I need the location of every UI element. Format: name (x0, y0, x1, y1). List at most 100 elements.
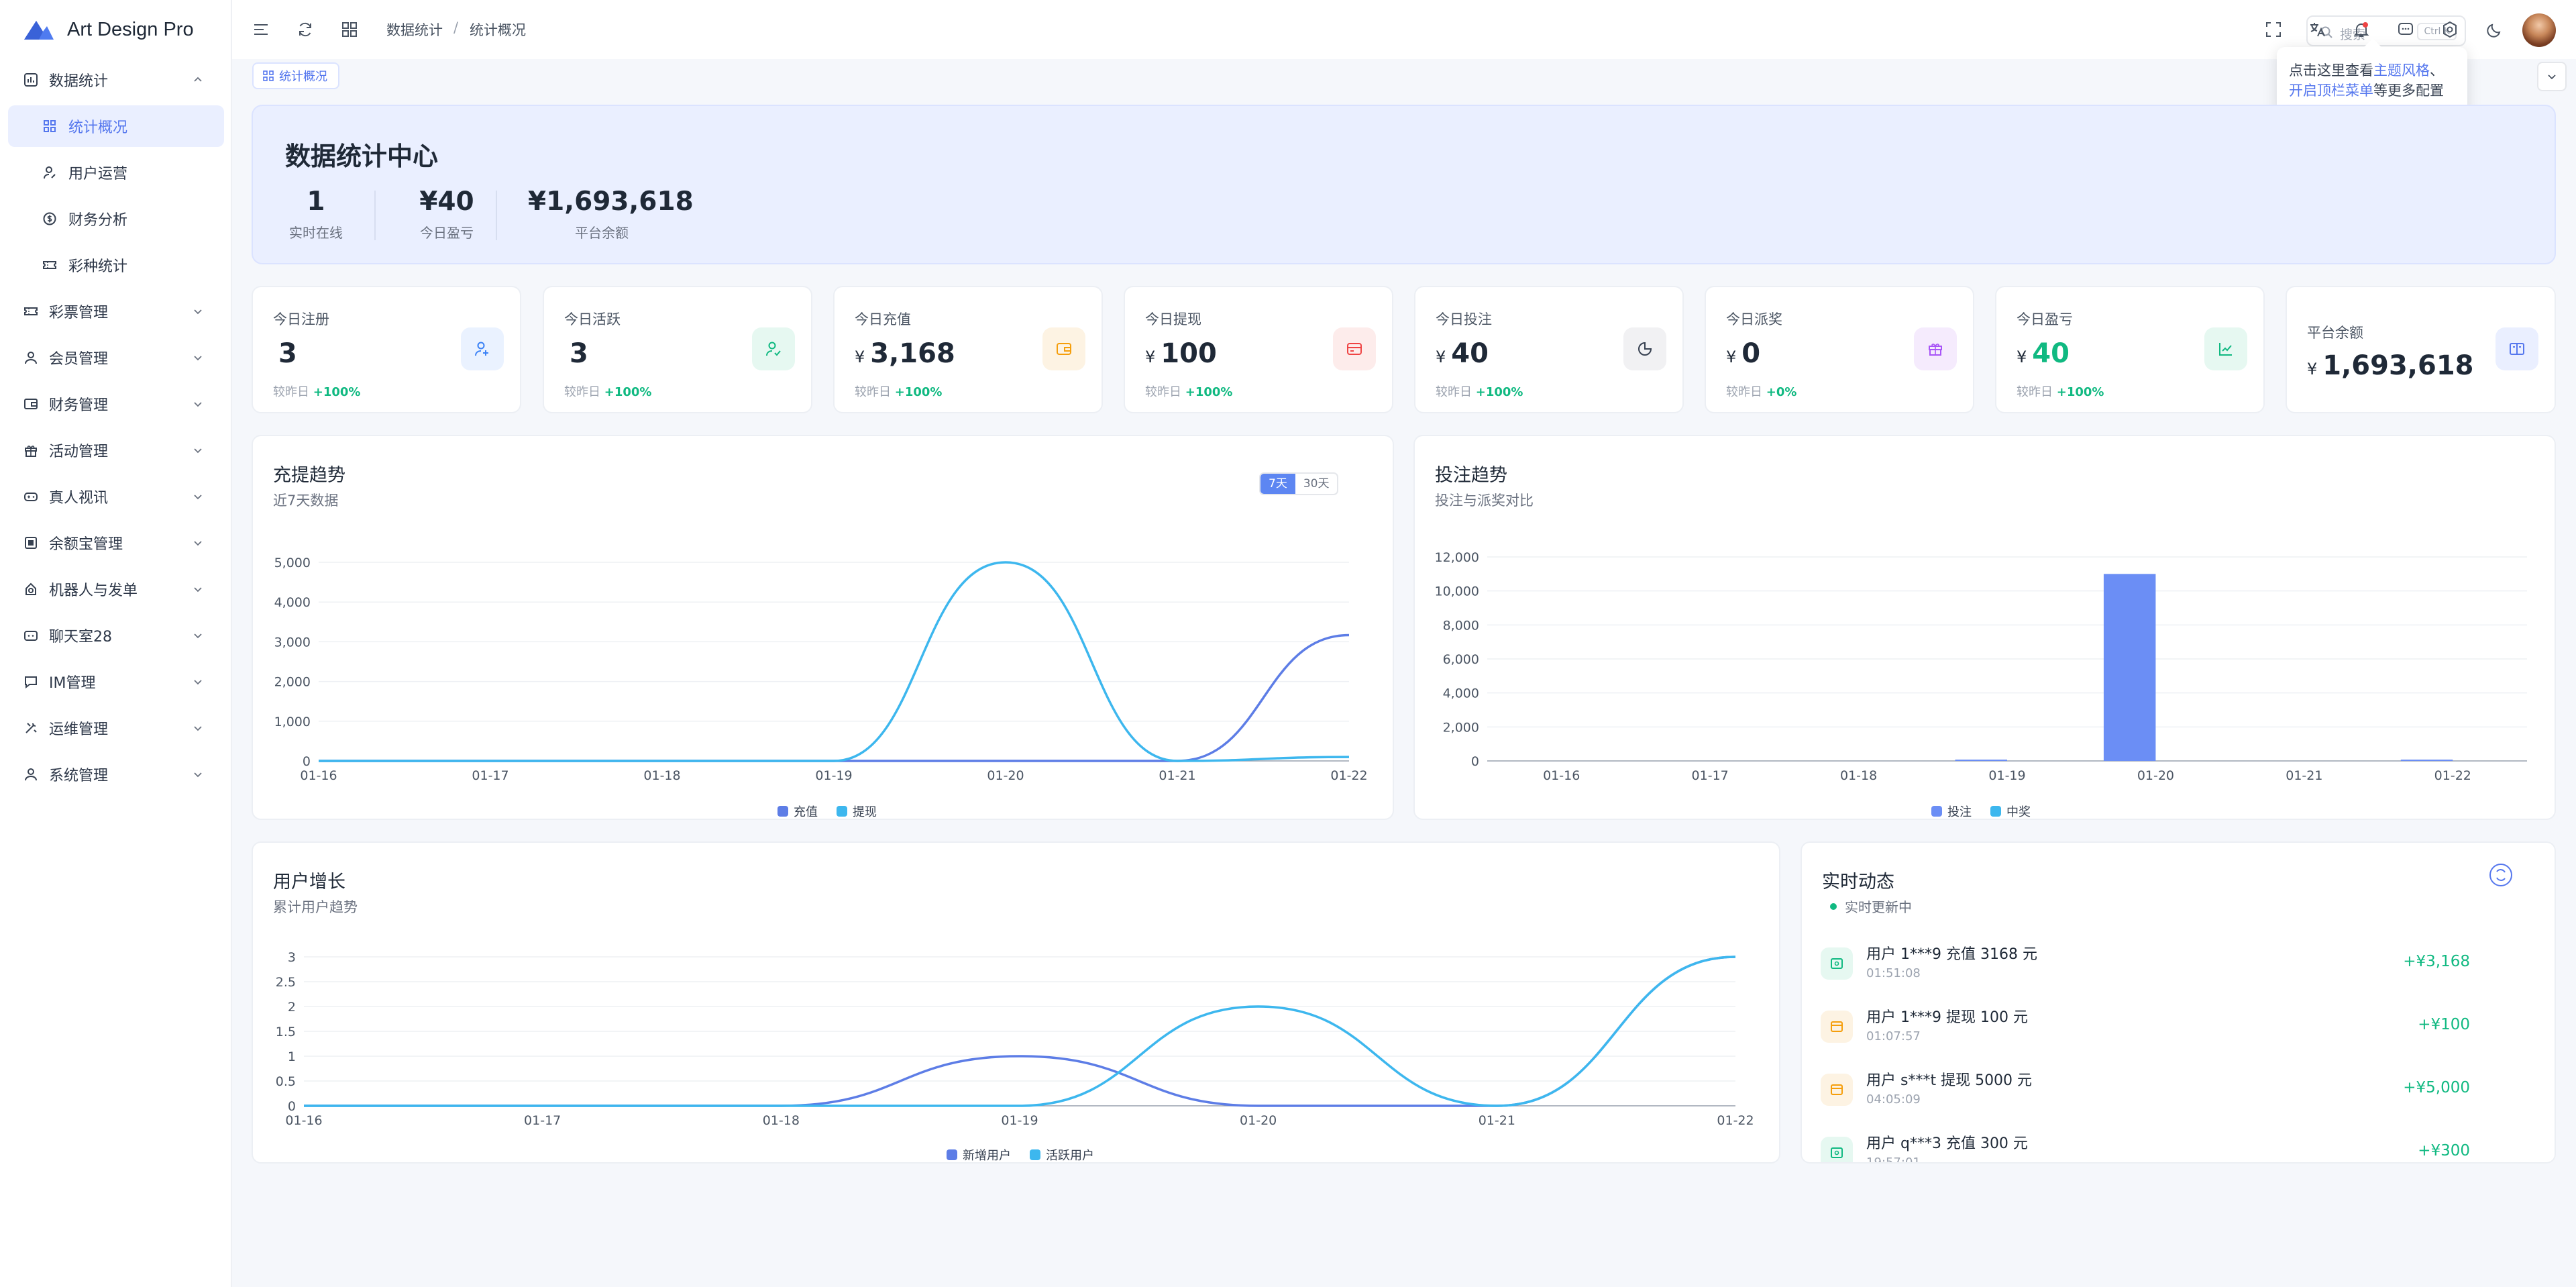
tab-menu-button[interactable] (2537, 62, 2567, 91)
y-tick-label: 2,000 (274, 675, 311, 690)
x-tick-label: 01-18 (643, 768, 680, 783)
legend-item[interactable]: 中奖 (1990, 803, 2031, 820)
y-tick-label: 1 (288, 1049, 296, 1064)
x-tick-label: 01-16 (1543, 768, 1580, 783)
sidebar-item-lottery-mgmt[interactable]: 彩票管理 (8, 291, 224, 332)
activity-status: 实时更新中 (1830, 896, 1912, 916)
grid-icon (44, 120, 56, 132)
sidebar-item-chatroom[interactable]: 聊天室28 (8, 615, 224, 656)
tab-overview[interactable]: 统计概况 (252, 62, 339, 89)
fullscreen-icon[interactable] (2265, 21, 2282, 38)
sidebar-item-activities[interactable]: 活动管理 (8, 429, 224, 471)
legend-item[interactable]: 新增用户 (947, 1146, 1011, 1164)
x-tick-label: 01-19 (1001, 1113, 1038, 1128)
chevron-up-icon (194, 76, 202, 82)
chevron-down-icon (194, 356, 202, 361)
bet-bar-chart: 0 2,000 4,000 6,000 8,000 10,000 12,000 01-16 01… (1435, 550, 2527, 783)
x-tick-label: 01-22 (2434, 768, 2471, 783)
withdraw-icon (1821, 1074, 1853, 1106)
range-30d-button[interactable]: 30天 (1303, 477, 1330, 491)
activity-item[interactable]: 用户 s***t 提现 5000 元 04:05:09 +¥5,000 (1821, 1068, 2470, 1127)
ticket-icon (24, 307, 38, 315)
legend-swatch (947, 1149, 957, 1160)
chat-icon[interactable] (2397, 21, 2414, 38)
user-icon (25, 352, 37, 364)
bet-trend-chart-card: 投注趋势 投注与派奖对比 0 2,000 4,000 6,000 8,000 10,000… (1413, 435, 2556, 820)
chevron-down-icon (194, 402, 202, 407)
y-tick-label: 0.5 (276, 1074, 296, 1089)
safe-icon (25, 537, 37, 549)
apps-grid-icon[interactable] (341, 21, 358, 38)
settings-tooltip: 点击这里查看主题风格、开启顶栏菜单等更多配置 (2277, 47, 2467, 115)
sidebar-item-ops[interactable]: 运维管理 (8, 707, 224, 749)
legend-item[interactable]: 投注 (1931, 803, 1972, 820)
chevron-down-icon (2548, 74, 2556, 80)
realtime-activity-card: 实时动态 实时更新中 用户 1***9 充值 3168 元 01:51:08 +… (1801, 841, 2556, 1164)
y-tick-label: 10,000 (1435, 584, 1479, 599)
stat-card-payouts[interactable]: 今日派奖 ¥0 较昨日 +0% (1705, 286, 1974, 413)
sidebar-item-yuebao[interactable]: 余额宝管理 (8, 522, 224, 564)
menu-fold-icon[interactable] (252, 21, 270, 38)
activity-item[interactable]: 用户 1***9 充值 3168 元 01:51:08 +¥3,168 (1821, 942, 2470, 1001)
chart-subtitle: 近7天数据 (273, 493, 339, 509)
stat-card-pnl[interactable]: 今日盈亏 ¥40 较昨日 +100% (1995, 286, 2265, 413)
notification-bell-icon[interactable] (2353, 21, 2370, 38)
user-growth-chart-card: 用户增长 累计用户趋势 0 0.5 1 1.5 2 2.5 3 01-16 01-17 01-18… (252, 841, 1780, 1164)
status-dot (1830, 903, 1837, 910)
settings-gear-icon[interactable] (2441, 21, 2459, 38)
stat-card-registrations[interactable]: 今日注册 3 较昨日 +100% (252, 286, 521, 413)
chart-legend: 投注 中奖 (1931, 803, 2031, 820)
activity-title: 实时动态 (1822, 872, 1894, 892)
refresh-icon[interactable] (2489, 863, 2513, 887)
gift-icon (1914, 327, 1957, 370)
legend-swatch (1990, 806, 2001, 817)
sidebar-item-live-video[interactable]: 真人视讯 (8, 476, 224, 517)
sidebar-item-finance-analysis[interactable]: 财务分析 (8, 198, 224, 240)
sidebar-item-finance-mgmt[interactable]: 财务管理 (8, 383, 224, 425)
app-name: Art Design Pro (67, 18, 194, 40)
app-logo[interactable]: Art Design Pro (23, 15, 194, 44)
top-menu-link[interactable]: 开启顶栏菜单 (2289, 83, 2373, 99)
chart-subtitle: 投注与派奖对比 (1435, 493, 1534, 509)
y-tick-label: 0 (1471, 754, 1479, 769)
chart-title: 投注趋势 (1435, 465, 1507, 486)
sidebar-item-members[interactable]: 会员管理 (8, 337, 224, 378)
top-header: 数据统计 / 统计概况 搜索 Ctrl K (232, 0, 2576, 59)
activity-item[interactable]: 用户 1***9 提现 100 元 01:07:57 +¥100 (1821, 1005, 2470, 1064)
stat-card-recharge[interactable]: 今日充值 ¥3,168 较昨日 +100% (833, 286, 1103, 413)
breadcrumb-item[interactable]: 数据统计 (386, 22, 443, 38)
theme-style-link[interactable]: 主题风格 (2373, 62, 2430, 79)
x-tick-label: 01-16 (300, 768, 337, 783)
sidebar-item-im[interactable]: IM管理 (8, 661, 224, 703)
activity-item[interactable]: 用户 q***3 充值 300 元 19:57:01 +¥300 (1821, 1131, 2470, 1162)
stat-card-balance[interactable]: 平台余额 ¥1,693,618 (2286, 286, 2556, 413)
sidebar-item-user-ops[interactable]: 用户运营 (8, 152, 224, 193)
sidebar-item-data-stats[interactable]: 数据统计 (8, 59, 224, 101)
pie-icon (1623, 327, 1666, 370)
sidebar-item-overview[interactable]: 统计概况 (8, 105, 224, 147)
range-segmented-control: 7天 30天 (1259, 472, 1339, 495)
legend-item[interactable]: 活跃用户 (1030, 1146, 1094, 1164)
robot-icon (25, 582, 36, 595)
user-check-icon (752, 327, 795, 370)
dark-mode-moon-icon[interactable] (2486, 21, 2504, 38)
sidebar-item-robots[interactable]: 机器人与发单 (8, 568, 224, 610)
refresh-icon[interactable] (297, 21, 314, 38)
stat-card-withdraw[interactable]: 今日提现 ¥100 较昨日 +100% (1124, 286, 1393, 413)
stat-card-active[interactable]: 今日活跃 3 较昨日 +100% (543, 286, 812, 413)
y-tick-label: 5,000 (274, 556, 311, 570)
legend-item[interactable]: 充值 (777, 803, 818, 820)
wallet-icon (1042, 327, 1085, 370)
legend-swatch (1030, 1149, 1040, 1160)
stat-card-bets[interactable]: 今日投注 ¥40 较昨日 +100% (1414, 286, 1684, 413)
x-tick-label: 01-17 (1692, 768, 1729, 783)
legend-item[interactable]: 提现 (837, 803, 877, 820)
translate-icon[interactable] (2308, 21, 2326, 38)
sidebar-item-lottery-stats[interactable]: 彩种统计 (8, 244, 224, 286)
y-tick-label: 2 (288, 1000, 296, 1015)
sidebar-item-system[interactable]: 系统管理 (8, 754, 224, 795)
user-avatar[interactable] (2522, 13, 2556, 47)
range-7d-button[interactable]: 7天 (1260, 474, 1295, 494)
tools-icon (25, 723, 37, 733)
series-line (319, 633, 1350, 762)
